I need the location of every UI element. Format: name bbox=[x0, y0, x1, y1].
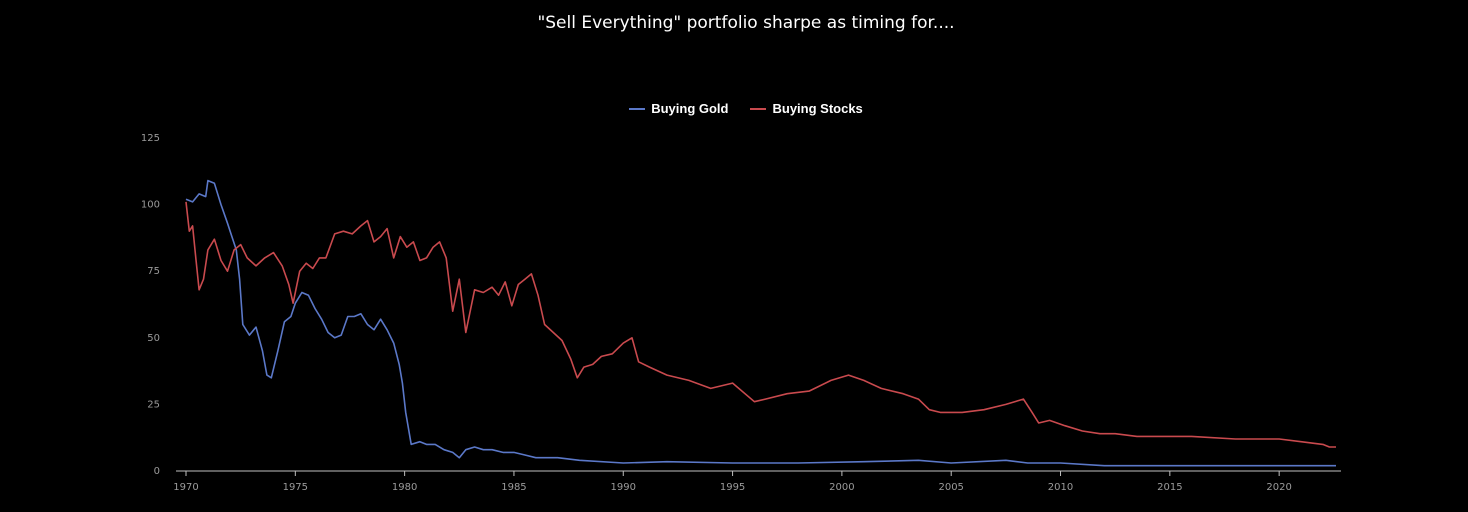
x-tick: 1990 bbox=[611, 471, 636, 493]
x-tick: 2015 bbox=[1157, 471, 1183, 493]
y-tick-label: 0 bbox=[154, 466, 160, 477]
x-tick: 1970 bbox=[173, 471, 199, 493]
x-tick-label: 1990 bbox=[611, 482, 636, 493]
x-tick-label: 1975 bbox=[283, 482, 308, 493]
x-tick-label: 1980 bbox=[392, 482, 417, 493]
x-tick: 2010 bbox=[1048, 471, 1073, 493]
x-axis: 1970 1975 1980 1985 1990 1995 2000 2005 2010 2015… bbox=[173, 470, 1341, 493]
x-tick: 1980 bbox=[392, 471, 417, 493]
x-tick: 2000 bbox=[829, 471, 855, 493]
x-tick-label: 1985 bbox=[501, 482, 526, 493]
x-tick-label: 2005 bbox=[938, 482, 963, 493]
y-tick-label: 50 bbox=[147, 333, 160, 344]
x-tick-label: 1995 bbox=[720, 482, 745, 493]
legend-item-buying-stocks[interactable]: Buying Stocks bbox=[750, 101, 863, 116]
legend-swatch-gold bbox=[629, 107, 646, 110]
y-tick-label: 25 bbox=[147, 399, 160, 410]
x-tick-label: 2010 bbox=[1048, 482, 1073, 493]
chart-title: "Sell Everything" portfolio sharpe as ti… bbox=[537, 13, 955, 33]
x-tick: 2020 bbox=[1266, 471, 1292, 493]
series-line-buying-stocks[interactable] bbox=[185, 201, 1336, 448]
chart-legend: Buying Gold Buying Stocks bbox=[0, 101, 1468, 116]
y-tick-label: 100 bbox=[141, 200, 160, 211]
legend-label-gold: Buying Gold bbox=[651, 101, 729, 116]
series-line-buying-gold[interactable] bbox=[185, 179, 1336, 467]
x-tick-label: 2020 bbox=[1266, 482, 1291, 493]
chart-series bbox=[185, 179, 1336, 467]
legend-item-buying-gold[interactable]: Buying Gold bbox=[629, 101, 728, 116]
x-tick-label: 1970 bbox=[173, 482, 198, 493]
legend-swatch-stocks bbox=[750, 107, 767, 110]
x-tick: 1985 bbox=[501, 471, 527, 493]
x-tick: 2005 bbox=[938, 471, 964, 493]
legend-label-stocks: Buying Stocks bbox=[772, 101, 863, 116]
x-tick: 1975 bbox=[283, 471, 308, 493]
y-tick-label: 125 bbox=[141, 133, 160, 144]
x-tick-label: 2000 bbox=[829, 482, 854, 493]
x-tick-label: 2015 bbox=[1157, 482, 1182, 493]
y-axis: 0 25 50 75 100 125 bbox=[141, 133, 160, 477]
x-tick: 1995 bbox=[720, 471, 745, 493]
y-tick-label: 75 bbox=[147, 266, 160, 277]
